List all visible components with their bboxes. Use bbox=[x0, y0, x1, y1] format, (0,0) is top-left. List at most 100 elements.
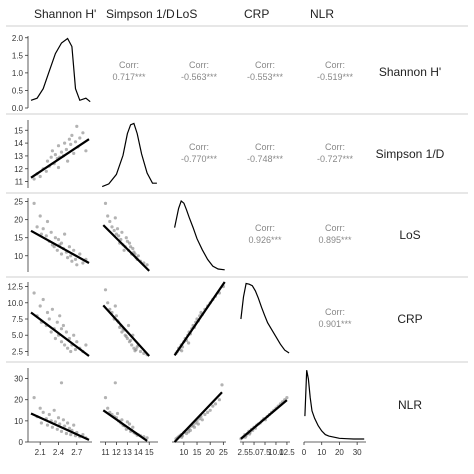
scatter-point bbox=[112, 228, 116, 233]
regression-line bbox=[102, 409, 148, 442]
scatter-point bbox=[56, 165, 61, 170]
regression-line bbox=[102, 224, 150, 272]
row-label: Simpson 1/D bbox=[376, 147, 445, 161]
y-tick-label: 2.5 bbox=[12, 347, 24, 356]
corr-label: Corr: bbox=[325, 223, 345, 233]
density-curve-0 bbox=[30, 37, 91, 103]
x-tick-label: 7.5 bbox=[259, 448, 271, 457]
y-tick-label: 10.0 bbox=[7, 299, 23, 308]
x-tick-label: 2.5 bbox=[238, 448, 250, 457]
scatter-point bbox=[66, 256, 70, 260]
scatter-point bbox=[114, 232, 118, 236]
column-title: Simpson 1/D bbox=[106, 7, 175, 21]
x-tick-label: 2.7 bbox=[71, 448, 83, 457]
x-tick-label: 2.1 bbox=[35, 448, 47, 457]
x-tick-label: 10.0 bbox=[268, 448, 284, 457]
scatter-point bbox=[72, 333, 76, 337]
scatter-point bbox=[129, 338, 133, 342]
corr-value: 0.895*** bbox=[318, 235, 352, 245]
scatter-point bbox=[45, 423, 50, 427]
scatter-point bbox=[138, 349, 143, 354]
x-tick-label: 10 bbox=[179, 448, 188, 457]
scatter-point bbox=[63, 141, 67, 145]
corr-value: -0.553*** bbox=[247, 72, 284, 82]
scatter-point bbox=[118, 325, 122, 329]
y-tick-label: 13 bbox=[14, 152, 23, 161]
scatter-point bbox=[38, 214, 42, 218]
corr-value: 0.717*** bbox=[112, 72, 146, 82]
scatter-point bbox=[120, 230, 124, 234]
scatter-point bbox=[49, 155, 53, 159]
scatter-point bbox=[52, 408, 56, 412]
scatter-point bbox=[122, 248, 126, 252]
scatter-point bbox=[203, 412, 207, 417]
x-tick-label: 15 bbox=[193, 448, 202, 457]
density-curve-2 bbox=[174, 199, 225, 271]
corr-label: Corr: bbox=[325, 307, 345, 317]
scatter-point bbox=[211, 404, 215, 408]
scatter-point bbox=[106, 301, 110, 305]
scatter-point bbox=[59, 429, 64, 433]
scatter-point bbox=[127, 241, 132, 245]
scatter-point bbox=[125, 420, 129, 424]
scatter-point bbox=[145, 436, 149, 440]
x-tick-label: 25 bbox=[219, 448, 228, 457]
y-tick-label: 15 bbox=[14, 126, 23, 135]
scatter-point bbox=[73, 140, 78, 144]
x-tick-label: 12.5 bbox=[279, 448, 295, 457]
scatter-point bbox=[115, 227, 120, 231]
row-label: Shannon H' bbox=[379, 65, 441, 79]
scatter-point bbox=[64, 330, 68, 334]
scatter-point bbox=[59, 150, 64, 154]
scatter-point bbox=[131, 246, 135, 251]
y-tick-label: 12 bbox=[14, 165, 23, 174]
y-tick-label: 20 bbox=[14, 216, 23, 225]
scatter-point bbox=[192, 425, 196, 429]
y-tick-label: 14 bbox=[14, 139, 23, 148]
scatter-point bbox=[113, 381, 117, 385]
scatter-point bbox=[187, 341, 191, 345]
scatter-point bbox=[53, 420, 58, 424]
scatter-point bbox=[45, 219, 50, 224]
scatter-point bbox=[73, 347, 78, 352]
y-tick-label: 15 bbox=[14, 234, 23, 243]
scatter-point bbox=[44, 169, 48, 173]
scatter-point bbox=[58, 422, 62, 426]
scatter-point bbox=[73, 257, 78, 261]
scatter-point bbox=[55, 427, 59, 431]
y-tick-label: 2.0 bbox=[12, 34, 24, 43]
scatter-point bbox=[72, 248, 76, 252]
corr-label: Corr: bbox=[255, 60, 275, 70]
scatter-point bbox=[35, 225, 39, 229]
scatter-point bbox=[50, 149, 55, 153]
corr-label: Corr: bbox=[325, 60, 345, 70]
scatter-point bbox=[69, 433, 73, 437]
scatter-point bbox=[32, 201, 36, 205]
regression-line bbox=[173, 391, 223, 443]
scatter-point bbox=[110, 225, 114, 229]
scatter-point bbox=[59, 381, 64, 385]
y-tick-label: 7.5 bbox=[12, 315, 24, 324]
regression-line bbox=[102, 304, 151, 357]
scatter-point bbox=[49, 230, 53, 234]
scatter-point bbox=[32, 177, 36, 181]
scatter-point bbox=[41, 410, 45, 414]
scatter-point bbox=[69, 142, 73, 146]
scatter-point bbox=[58, 314, 62, 318]
scatter-point bbox=[106, 406, 110, 410]
scatter-point bbox=[142, 351, 146, 355]
column-title: CRP bbox=[244, 7, 269, 21]
y-tick-label: 30 bbox=[14, 375, 23, 384]
scatter-point bbox=[72, 423, 76, 427]
scatter-point bbox=[59, 327, 64, 331]
corr-label: Corr: bbox=[255, 223, 275, 233]
scatter-point bbox=[41, 297, 45, 302]
scatter-point bbox=[67, 426, 71, 430]
scatter-point bbox=[133, 349, 137, 353]
scatter-point bbox=[47, 317, 51, 321]
scatter-point bbox=[206, 410, 210, 414]
scatter-point bbox=[67, 245, 71, 249]
scatter-point bbox=[59, 241, 64, 245]
scatter-point bbox=[63, 343, 67, 347]
